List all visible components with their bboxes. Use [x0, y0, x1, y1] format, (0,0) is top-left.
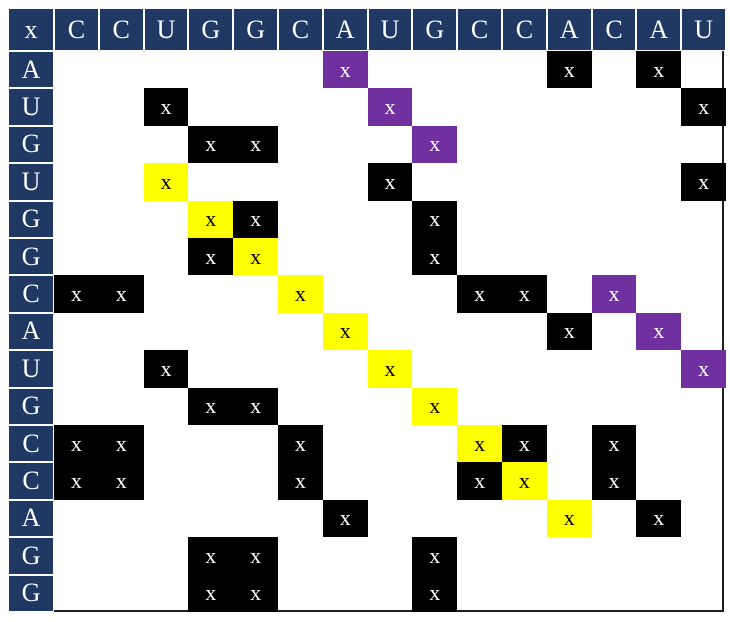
mark-cell: x	[502, 275, 547, 313]
column-header: U	[681, 8, 726, 51]
row-header: C	[8, 275, 54, 313]
column-header: A	[636, 8, 682, 51]
mark-cell: x	[681, 163, 726, 201]
mark-cell: x	[98, 425, 144, 463]
column-header: C	[457, 8, 502, 51]
mark-cell: x	[54, 462, 99, 500]
row-header: U	[8, 163, 54, 201]
mark-cell: x	[188, 387, 234, 425]
mark-cell: x	[367, 350, 413, 388]
mark-cell: x	[502, 462, 547, 500]
mark-cell: x	[188, 200, 234, 238]
mark-cell: x	[143, 163, 189, 201]
mark-cell: x	[188, 125, 234, 164]
mark-cell: x	[143, 350, 189, 388]
mark-cell: x	[54, 425, 99, 463]
row-header: G	[8, 387, 54, 425]
column-header: G	[188, 8, 234, 51]
column-header: C	[591, 8, 637, 51]
mark-cell: x	[367, 163, 413, 201]
mark-cell: x	[233, 125, 278, 164]
row-header: A	[8, 51, 54, 89]
mark-cell: x	[322, 499, 368, 538]
mark-cell: x	[278, 275, 323, 313]
mark-cell: x	[412, 238, 458, 276]
mark-cell: x	[98, 462, 144, 500]
mark-cell: x	[502, 425, 547, 463]
row-header: C	[8, 462, 54, 500]
mark-cell: x	[412, 574, 458, 612]
mark-cell: x	[278, 425, 323, 463]
mark-cell: x	[233, 238, 278, 276]
mark-cell: x	[322, 51, 368, 89]
mark-cell: x	[546, 51, 592, 89]
mark-cell: x	[188, 537, 234, 575]
mark-cell: x	[188, 574, 234, 612]
row-header: G	[8, 574, 54, 612]
mark-cell: x	[54, 275, 99, 313]
mark-cell: x	[591, 425, 637, 463]
mark-cell: x	[457, 275, 502, 313]
mark-cell: x	[681, 88, 726, 126]
mark-cell: x	[322, 312, 368, 351]
mark-cell: x	[636, 51, 682, 89]
mark-cell: x	[546, 499, 592, 538]
mark-cell: x	[412, 537, 458, 575]
corner-label: x	[8, 8, 54, 51]
mark-cell: x	[233, 200, 278, 238]
mark-cell: x	[233, 387, 278, 425]
row-header: G	[8, 537, 54, 575]
column-header: A	[546, 8, 592, 51]
mark-cell: x	[636, 499, 682, 538]
mark-cell: x	[457, 462, 502, 500]
column-header: C	[278, 8, 323, 51]
mark-cell: x	[636, 312, 682, 351]
column-header: A	[322, 8, 368, 51]
mark-cell: x	[233, 574, 278, 612]
mark-cell: x	[681, 350, 726, 388]
mark-cell: x	[367, 88, 413, 126]
row-header: A	[8, 499, 54, 538]
mark-cell: x	[546, 312, 592, 351]
column-header: U	[143, 8, 189, 51]
column-header: G	[233, 8, 278, 51]
column-header: C	[98, 8, 144, 51]
column-header: C	[502, 8, 547, 51]
mark-cell: x	[98, 275, 144, 313]
row-header: U	[8, 350, 54, 388]
mark-cell: x	[457, 425, 502, 463]
row-header: U	[8, 88, 54, 126]
mark-cell: x	[591, 462, 637, 500]
row-header: G	[8, 200, 54, 238]
mark-cell: x	[591, 275, 637, 313]
mark-cell: x	[278, 462, 323, 500]
mark-cell: x	[412, 200, 458, 238]
row-header: G	[8, 238, 54, 276]
row-header: C	[8, 425, 54, 463]
row-header: G	[8, 125, 54, 164]
mark-cell: x	[143, 88, 189, 126]
column-header: U	[367, 8, 413, 51]
column-header: C	[54, 8, 99, 51]
row-header: A	[8, 312, 54, 351]
mark-cell: x	[188, 238, 234, 276]
mark-cell: x	[412, 125, 458, 164]
column-header: G	[412, 8, 458, 51]
mark-cell: x	[412, 387, 458, 425]
mark-cell: x	[233, 537, 278, 575]
